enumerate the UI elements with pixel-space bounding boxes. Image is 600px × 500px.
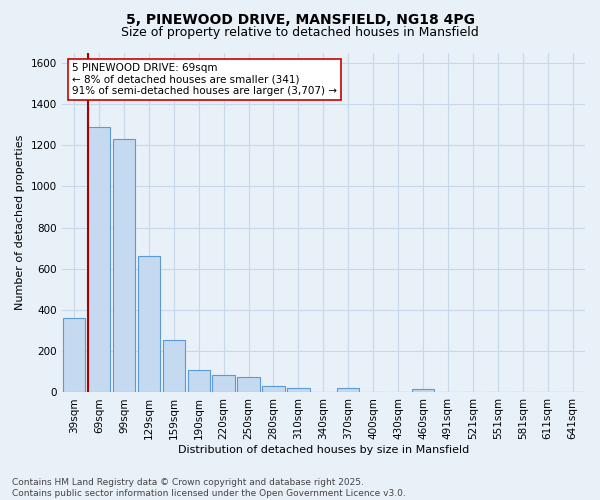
Text: 5, PINEWOOD DRIVE, MANSFIELD, NG18 4PG: 5, PINEWOOD DRIVE, MANSFIELD, NG18 4PG: [125, 12, 475, 26]
Bar: [337, 388, 359, 392]
Bar: [238, 377, 260, 392]
Bar: [113, 139, 135, 392]
Bar: [63, 318, 85, 392]
Text: Size of property relative to detached houses in Mansfield: Size of property relative to detached ho…: [121, 26, 479, 39]
Bar: [212, 375, 235, 392]
Bar: [188, 370, 210, 392]
Text: Contains HM Land Registry data © Crown copyright and database right 2025.
Contai: Contains HM Land Registry data © Crown c…: [12, 478, 406, 498]
Text: 5 PINEWOOD DRIVE: 69sqm
← 8% of detached houses are smaller (341)
91% of semi-de: 5 PINEWOOD DRIVE: 69sqm ← 8% of detached…: [72, 62, 337, 96]
Bar: [287, 388, 310, 392]
Bar: [163, 340, 185, 392]
Bar: [262, 386, 285, 392]
Y-axis label: Number of detached properties: Number of detached properties: [15, 135, 25, 310]
Bar: [412, 390, 434, 392]
Bar: [137, 256, 160, 392]
X-axis label: Distribution of detached houses by size in Mansfield: Distribution of detached houses by size …: [178, 445, 469, 455]
Bar: [88, 126, 110, 392]
